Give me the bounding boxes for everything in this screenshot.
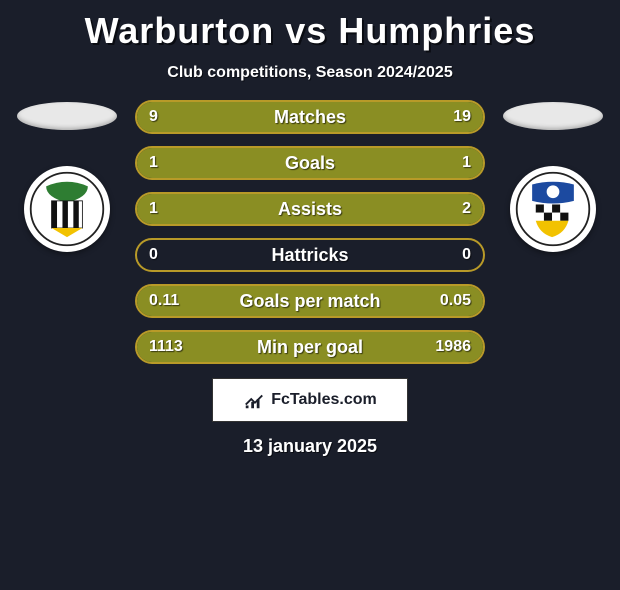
brand-badge[interactable]: FcTables.com: [212, 378, 408, 422]
bar-label: Min per goal: [137, 337, 483, 358]
stat-bar-min-per-goal: 11131986Min per goal: [135, 330, 485, 364]
stat-bar-matches: 919Matches: [135, 100, 485, 134]
left-side: [17, 100, 117, 252]
bar-label: Goals: [137, 153, 483, 174]
brand-text: FcTables.com: [271, 391, 377, 409]
bar-label: Hattricks: [137, 245, 483, 266]
chart-icon: [243, 389, 265, 411]
bar-label: Matches: [137, 107, 483, 128]
left-player-ellipse: [17, 102, 117, 130]
footer-date: 13 january 2025: [0, 436, 620, 457]
stat-bar-goals-per-match: 0.110.05Goals per match: [135, 284, 485, 318]
bar-label: Assists: [137, 199, 483, 220]
subtitle: Club competitions, Season 2024/2025: [0, 64, 620, 82]
stat-bar-hattricks: 00Hattricks: [135, 238, 485, 272]
right-club-crest: [510, 166, 596, 252]
right-side: [503, 100, 603, 252]
stat-bar-assists: 12Assists: [135, 192, 485, 226]
bar-label: Goals per match: [137, 291, 483, 312]
page-title: Warburton vs Humphries: [0, 10, 620, 52]
right-player-ellipse: [503, 102, 603, 130]
comparison-panel: 919Matches 11Goals 12Assists 00Hattricks 0.1…: [0, 100, 620, 364]
right-crest-icon: [514, 170, 592, 248]
left-club-crest: [24, 166, 110, 252]
stat-bars: 919Matches 11Goals 12Assists 00Hattricks 0.1…: [135, 100, 485, 364]
stat-bar-goals: 11Goals: [135, 146, 485, 180]
left-crest-icon: [28, 170, 106, 248]
